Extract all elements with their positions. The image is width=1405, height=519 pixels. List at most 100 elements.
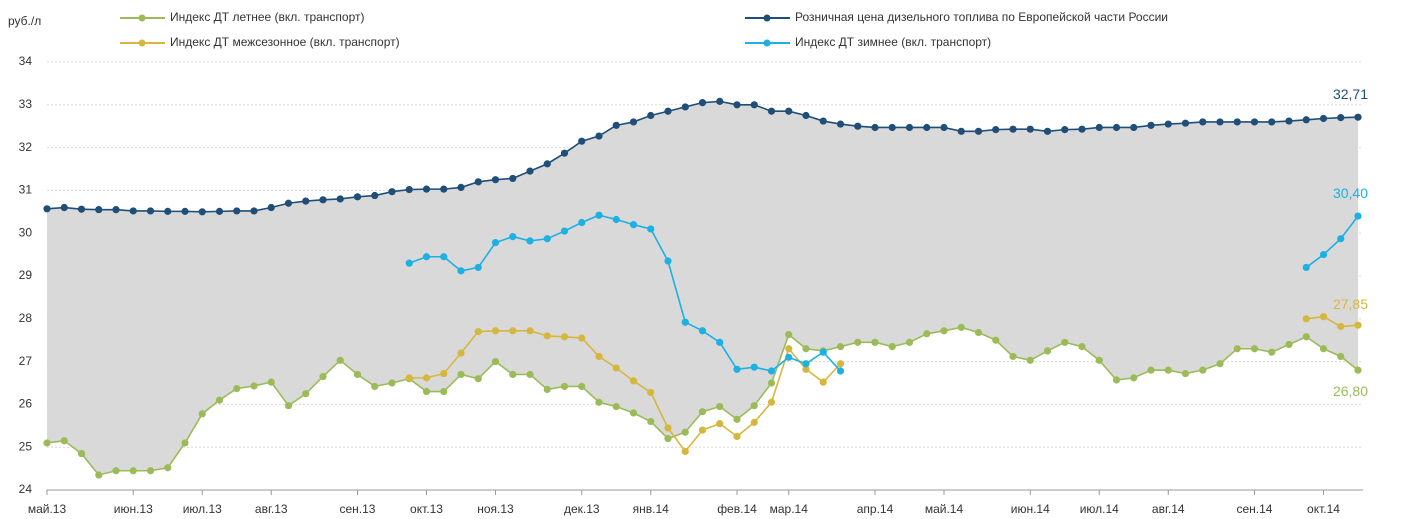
data-point — [1043, 347, 1052, 355]
data-point — [509, 174, 517, 183]
data-point — [785, 107, 793, 115]
data-point — [405, 185, 413, 194]
data-point — [1026, 356, 1034, 364]
data-point — [819, 117, 827, 125]
y-tick-label: 25 — [19, 439, 33, 453]
data-point — [388, 379, 396, 387]
value-label: 27,85 — [1333, 296, 1368, 312]
data-point — [595, 352, 603, 361]
data-point — [974, 328, 983, 337]
data-point — [422, 374, 431, 382]
data-point — [526, 167, 534, 175]
data-point — [629, 221, 638, 229]
data-point — [284, 199, 293, 207]
data-point — [629, 409, 638, 417]
data-point — [664, 424, 672, 432]
spread-area — [47, 101, 1358, 476]
data-point — [681, 447, 689, 456]
data-point — [1026, 125, 1034, 133]
data-point — [992, 126, 1000, 134]
data-point — [164, 207, 172, 215]
data-point — [992, 336, 1000, 344]
data-point — [474, 375, 482, 383]
data-point — [474, 263, 482, 272]
data-point — [405, 374, 413, 382]
x-tick-label: июн.13 — [114, 502, 153, 516]
data-point — [854, 338, 862, 346]
data-point — [1112, 123, 1121, 132]
y-tick-label: 34 — [19, 54, 33, 68]
data-point — [733, 432, 741, 441]
data-point — [509, 327, 517, 335]
data-point — [457, 349, 465, 357]
data-point — [457, 370, 465, 379]
data-point — [1199, 366, 1207, 374]
data-point — [888, 123, 896, 132]
data-point — [1268, 118, 1276, 126]
data-point — [77, 450, 86, 458]
data-point — [491, 239, 500, 247]
data-point — [1043, 127, 1052, 135]
legend-label: Индекс ДТ летнее (вкл. транспорт) — [170, 10, 365, 24]
data-point — [1319, 313, 1328, 321]
data-point — [526, 370, 534, 379]
data-point — [578, 218, 586, 227]
data-point — [802, 365, 810, 373]
data-point — [353, 370, 362, 379]
data-point — [664, 257, 672, 265]
data-point — [681, 103, 689, 111]
data-point — [198, 410, 206, 418]
data-point — [698, 408, 707, 416]
data-point — [578, 382, 586, 391]
legend-label: Индекс ДТ зимнее (вкл. транспорт) — [795, 35, 991, 49]
data-point — [923, 330, 931, 338]
data-point — [560, 149, 569, 157]
data-point — [1319, 114, 1328, 123]
data-point — [474, 178, 482, 186]
data-point — [1302, 263, 1310, 272]
data-point — [1250, 345, 1259, 353]
data-point — [1302, 315, 1310, 323]
data-point — [578, 334, 586, 342]
data-point — [836, 343, 845, 351]
data-point — [716, 420, 724, 428]
data-point — [733, 101, 741, 109]
data-point — [284, 402, 293, 410]
data-point — [940, 123, 948, 132]
data-point — [698, 327, 707, 335]
data-point — [819, 348, 827, 356]
data-point — [1337, 235, 1345, 243]
data-point — [664, 435, 672, 443]
data-point — [612, 364, 620, 372]
data-point — [1112, 376, 1121, 384]
data-point — [595, 398, 603, 406]
data-point — [681, 428, 689, 436]
data-point — [1319, 251, 1328, 259]
legend-marker — [763, 39, 771, 47]
data-point — [595, 211, 603, 219]
data-point — [1164, 120, 1172, 128]
data-point — [1164, 366, 1172, 374]
data-point — [491, 358, 500, 366]
data-point — [1302, 333, 1310, 341]
data-point — [836, 367, 845, 375]
data-point — [836, 360, 845, 368]
data-point — [785, 345, 793, 353]
data-point — [1354, 366, 1362, 374]
data-point — [785, 331, 793, 339]
data-point — [371, 382, 379, 391]
x-tick-label: июл.13 — [183, 502, 222, 516]
data-point — [560, 227, 569, 235]
data-point — [77, 205, 86, 213]
data-point — [1285, 117, 1293, 125]
data-point — [1130, 374, 1138, 382]
data-point — [457, 267, 465, 275]
data-point — [215, 207, 224, 215]
data-point — [440, 387, 448, 396]
data-point — [181, 207, 189, 215]
data-point — [716, 338, 724, 346]
data-point — [112, 467, 120, 475]
data-point — [612, 402, 620, 411]
data-point — [526, 237, 534, 245]
